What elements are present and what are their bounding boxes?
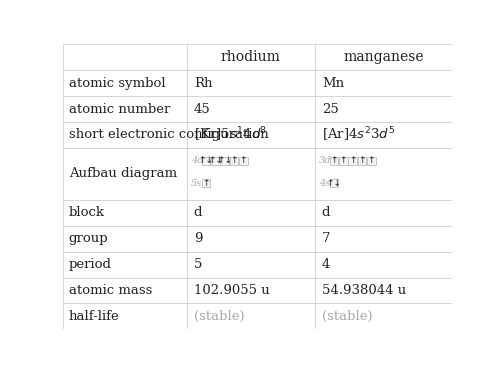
Bar [238,157,247,165]
Bar [314,303,451,329]
Bar [314,44,451,70]
Text: half-life: half-life [69,310,119,323]
Bar [186,44,314,70]
Bar [338,157,347,165]
Text: atomic symbol: atomic symbol [69,77,165,90]
Text: [Ar]4$s^2$3$d^5$: [Ar]4$s^2$3$d^5$ [321,126,394,144]
Bar [63,252,186,278]
Text: ↑↓: ↑↓ [207,157,222,165]
Text: 7: 7 [321,232,330,245]
Text: 102.9055 u: 102.9055 u [193,284,269,297]
Text: manganese: manganese [342,50,423,64]
Text: 25: 25 [321,102,338,115]
Text: 54.938044 u: 54.938044 u [321,284,405,297]
Bar [63,148,186,200]
Text: ↑: ↑ [339,157,346,165]
Bar [201,157,210,165]
Text: atomic number: atomic number [69,102,170,115]
Text: d: d [193,206,202,219]
Text: Rh: Rh [193,77,212,90]
Text: (stable): (stable) [321,310,372,323]
Bar [63,303,186,329]
Bar [314,96,451,122]
Bar [63,96,186,122]
Bar [314,226,451,252]
Bar [201,179,210,187]
Text: 4s: 4s [318,179,329,188]
Bar [314,148,451,200]
Text: ↑: ↑ [348,157,356,165]
Text: 5s: 5s [190,179,201,188]
Bar [329,157,338,165]
Bar [186,122,314,148]
Text: d: d [321,206,330,219]
Bar [329,179,338,187]
Bar [210,157,219,165]
Text: 9: 9 [193,232,202,245]
Bar [63,278,186,303]
Text: 3d: 3d [318,157,331,165]
Text: Aufbau diagram: Aufbau diagram [69,167,176,181]
Text: ↑↓: ↑↓ [198,157,213,165]
Bar [63,44,186,70]
Bar [186,278,314,303]
Text: 4: 4 [321,258,330,271]
Bar [186,252,314,278]
Text: 4d: 4d [190,157,203,165]
Bar [229,157,238,165]
Text: 45: 45 [193,102,210,115]
Text: 5: 5 [193,258,202,271]
Bar [348,157,356,165]
Bar [63,122,186,148]
Text: period: period [69,258,111,271]
Bar [220,157,228,165]
Bar [357,157,366,165]
Bar [186,70,314,96]
Text: ↑↓: ↑↓ [326,179,341,188]
Bar [314,278,451,303]
Text: rhodium: rhodium [220,50,280,64]
Text: ↑: ↑ [367,157,374,165]
Bar [186,96,314,122]
Text: ↑↓: ↑↓ [216,157,231,165]
Bar [314,122,451,148]
Bar [186,200,314,226]
Text: (stable): (stable) [193,310,244,323]
Text: short electronic configuration: short electronic configuration [69,128,268,141]
Bar [314,70,451,96]
Bar [186,303,314,329]
Text: group: group [69,232,108,245]
Text: ↑: ↑ [202,179,209,188]
Text: ↑: ↑ [358,157,365,165]
Text: ↑: ↑ [239,157,246,165]
Bar [366,157,375,165]
Bar [63,226,186,252]
Text: ↑: ↑ [230,157,237,165]
Text: atomic mass: atomic mass [69,284,152,297]
Bar [186,226,314,252]
Text: block: block [69,206,104,219]
Bar [63,200,186,226]
Text: Mn: Mn [321,77,343,90]
Bar [186,148,314,200]
Bar [63,70,186,96]
Bar [314,200,451,226]
Text: ↑: ↑ [330,157,337,165]
Text: [Kr]5$s^1$4$d^{\!8}$: [Kr]5$s^1$4$d^{\!8}$ [193,126,266,144]
Bar [314,252,451,278]
